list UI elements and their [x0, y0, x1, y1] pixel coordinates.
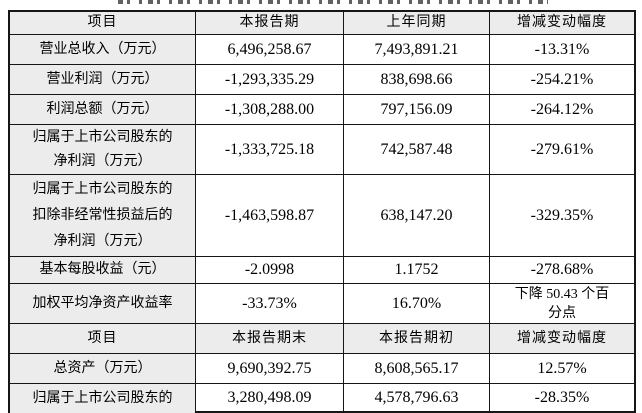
- row-label-cell: 利润总额（万元）: [10, 95, 196, 125]
- table-row-equity-clipped: 归属于上市公司股东的 3,280,498.09 4,578,796.63 -28…: [10, 384, 634, 413]
- change-value-cell: 下降 50.43 个百 分点: [490, 284, 634, 324]
- header-change: 增减变动幅度: [490, 324, 634, 354]
- prior-value-cell: 838,698.66: [344, 65, 490, 95]
- table-row-total-revenue: 营业总收入（万元） 6,496,258.67 7,493,891.21 -13.…: [10, 35, 634, 65]
- table-row-operating-profit: 营业利润（万元） -1,293,335.29 838,698.66 -254.2…: [10, 65, 634, 95]
- prior-value-cell: 4,578,796.63: [344, 384, 490, 413]
- clipped-title-text: [118, 0, 548, 4]
- current-value-cell: -1,308,288.00: [196, 95, 344, 125]
- current-value-cell: 6,496,258.67: [196, 35, 344, 65]
- row-label-cell: 基本每股收益（元）: [10, 257, 196, 284]
- change-value-cell: -279.61%: [490, 125, 634, 175]
- change-value-cell: -254.21%: [490, 65, 634, 95]
- change-value-cell: -329.35%: [490, 175, 634, 257]
- row-label-cell: 营业利润（万元）: [10, 65, 196, 95]
- table-row-basic-eps: 基本每股收益（元） -2.0998 1.1752 -278.68%: [10, 257, 634, 284]
- table-row-total-assets: 总资产（万元） 9,690,392.75 8,608,565.17 12.57%: [10, 354, 634, 384]
- prior-value-cell: 8,608,565.17: [344, 354, 490, 384]
- row-label-cell: 总资产（万元）: [10, 354, 196, 384]
- summary-header-row: 项目 本报告期 上年同期 增减变动幅度: [10, 12, 634, 35]
- change-value-cell: -28.35%: [490, 384, 634, 413]
- change-value-cell: -264.12%: [490, 95, 634, 125]
- financial-results-table: 项目 本报告期 上年同期 增减变动幅度 营业总收入（万元） 6,496,258.…: [8, 10, 636, 413]
- balance-header-row: 项目 本报告期末 本报告期初 增减变动幅度: [10, 324, 634, 354]
- prior-value-cell: 638,147.20: [344, 175, 490, 257]
- header-prior-period: 上年同期: [344, 12, 490, 35]
- prior-value-cell: 1.1752: [344, 257, 490, 284]
- header-period-end: 本报告期末: [196, 324, 344, 354]
- prior-value-cell: 7,493,891.21: [344, 35, 490, 65]
- table-row-total-profit: 利润总额（万元） -1,308,288.00 797,156.09 -264.1…: [10, 95, 634, 125]
- prior-value-cell: 797,156.09: [344, 95, 490, 125]
- table-row-weighted-avg-roe: 加权平均净资产收益率 -33.73% 16.70% 下降 50.43 个百 分点: [10, 284, 634, 324]
- header-current-period: 本报告期: [196, 12, 344, 35]
- change-value-cell: -13.31%: [490, 35, 634, 65]
- header-period-begin: 本报告期初: [344, 324, 490, 354]
- current-value-cell: -2.0998: [196, 257, 344, 284]
- row-label-cell: 归属于上市公司股东的 扣除非经常性损益后的 净利润（万元）: [10, 175, 196, 257]
- current-value-cell: -1,463,598.87: [196, 175, 344, 257]
- change-value-cell: -278.68%: [490, 257, 634, 284]
- prior-value-cell: 16.70%: [344, 284, 490, 324]
- current-value-cell: -1,333,725.18: [196, 125, 344, 175]
- table-row-net-profit: 归属于上市公司股东的 净利润（万元） -1,333,725.18 742,587…: [10, 125, 634, 175]
- prior-value-cell: 742,587.48: [344, 125, 490, 175]
- table-row-net-profit-excl-nonrecurring: 归属于上市公司股东的 扣除非经常性损益后的 净利润（万元） -1,463,598…: [10, 175, 634, 257]
- row-label-cell: 营业总收入（万元）: [10, 35, 196, 65]
- current-value-cell: 3,280,498.09: [196, 384, 344, 413]
- header-change: 增减变动幅度: [490, 12, 634, 35]
- header-item: 项目: [10, 324, 196, 354]
- row-label-cell: 归属于上市公司股东的: [10, 384, 196, 413]
- row-label-cell: 加权平均净资产收益率: [10, 284, 196, 324]
- current-value-cell: -1,293,335.29: [196, 65, 344, 95]
- current-value-cell: 9,690,392.75: [196, 354, 344, 384]
- row-label-cell: 归属于上市公司股东的 净利润（万元）: [10, 125, 196, 175]
- current-value-cell: -33.73%: [196, 284, 344, 324]
- change-value-cell: 12.57%: [490, 354, 634, 384]
- header-item: 项目: [10, 12, 196, 35]
